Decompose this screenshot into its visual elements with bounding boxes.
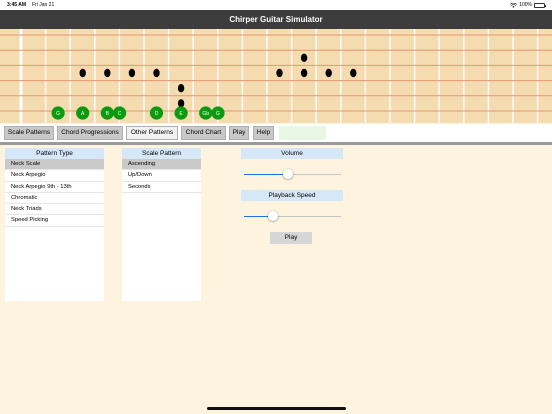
list-item[interactable]: Up/Down bbox=[122, 170, 201, 182]
home-indicator bbox=[207, 407, 346, 410]
list-item[interactable]: Neck Arpegio bbox=[5, 170, 104, 182]
help-button[interactable]: Help bbox=[253, 126, 274, 140]
app-title: Chirper Guitar Simulator bbox=[0, 10, 552, 29]
scale-pattern-panel: Scale Pattern Ascending Up/Down Seconds bbox=[122, 148, 201, 301]
note-circle bbox=[149, 106, 164, 120]
playback-speed-slider[interactable] bbox=[244, 211, 341, 221]
list-item[interactable]: Neck Arpegio 9th - 13th bbox=[5, 182, 104, 193]
note-circle bbox=[51, 106, 65, 120]
fretboard-wood bbox=[0, 29, 552, 123]
battery-percent: 100% bbox=[519, 2, 532, 8]
fret-dot bbox=[153, 68, 160, 78]
chord-progressions-button[interactable]: Chord Progressions bbox=[57, 126, 123, 140]
status-indicator bbox=[279, 126, 326, 140]
note-marker: B bbox=[100, 106, 114, 120]
note-marker: C bbox=[113, 106, 127, 120]
note-label: E bbox=[179, 111, 183, 117]
status-bar: 3:45 AM Fri Jan 21 100% bbox=[0, 0, 552, 10]
note-label: D bbox=[155, 111, 159, 117]
list-item[interactable]: Neck Triads bbox=[5, 204, 104, 216]
note-marker: G bbox=[51, 106, 65, 120]
list-item[interactable]: Neck Scale bbox=[5, 159, 104, 171]
status-right: 100% bbox=[510, 2, 546, 8]
divider bbox=[0, 142, 552, 145]
fret-lines bbox=[19, 29, 539, 123]
list-item[interactable]: Seconds bbox=[122, 182, 201, 193]
fret-dot bbox=[128, 68, 136, 78]
note-label: A bbox=[81, 111, 85, 117]
note-marker: Gb bbox=[199, 106, 213, 120]
pattern-type-panel: Pattern Type Neck Scale Neck Arpegio Nec… bbox=[5, 148, 104, 301]
play-button[interactable]: Play bbox=[270, 232, 312, 244]
note-circle bbox=[174, 106, 188, 120]
note-marker: E bbox=[174, 106, 188, 120]
status-time: 3:45 AM bbox=[7, 2, 26, 8]
pattern-type-list: Neck Scale Neck Arpegio Neck Arpegio 9th… bbox=[5, 159, 104, 227]
fret-dot bbox=[276, 68, 283, 78]
string-lines bbox=[0, 34, 552, 112]
list-item[interactable]: Ascending bbox=[122, 159, 201, 171]
fret-dot bbox=[325, 68, 332, 78]
note-label: C bbox=[118, 111, 122, 117]
speed-track bbox=[244, 215, 341, 217]
toolbar: Scale Patterns Chord Progressions Other … bbox=[0, 124, 552, 142]
note-marker: D bbox=[149, 106, 164, 120]
fretboard[interactable]: G A B C D E Gb G bbox=[0, 29, 552, 123]
volume-fill bbox=[244, 173, 288, 175]
list-item[interactable]: Chromatic bbox=[5, 193, 104, 205]
status-date: Fri Jan 21 bbox=[32, 2, 55, 8]
note-label: G bbox=[56, 111, 60, 117]
note-marker: G bbox=[211, 106, 225, 120]
speed-fill bbox=[244, 215, 274, 217]
volume-slider[interactable] bbox=[244, 169, 341, 179]
note-circle bbox=[76, 106, 90, 120]
scale-pattern-header: Scale Pattern bbox=[122, 148, 201, 159]
list-item[interactable]: Speed Picking bbox=[5, 215, 104, 227]
speed-thumb[interactable] bbox=[268, 211, 279, 221]
playback-speed-label: Playback Speed bbox=[241, 190, 343, 201]
battery-icon bbox=[534, 2, 546, 8]
note-label: B bbox=[106, 111, 110, 117]
fret-dot bbox=[177, 84, 185, 93]
volume-thumb[interactable] bbox=[282, 169, 293, 179]
note-circle bbox=[113, 106, 127, 120]
fret-dot bbox=[350, 68, 357, 78]
note-circle bbox=[199, 106, 213, 120]
other-patterns-button[interactable]: Other Patterns bbox=[126, 126, 178, 140]
note-label: G bbox=[216, 111, 220, 117]
scale-patterns-button[interactable]: Scale Patterns bbox=[4, 126, 54, 140]
wifi-icon bbox=[510, 2, 518, 8]
volume-label: Volume bbox=[241, 148, 343, 159]
fret-dot bbox=[300, 68, 308, 78]
note-circle bbox=[211, 106, 225, 120]
fret-dot bbox=[300, 53, 308, 62]
chord-chart-button[interactable]: Chord Chart bbox=[181, 126, 226, 140]
pattern-type-header: Pattern Type bbox=[5, 148, 104, 159]
scale-pattern-list: Ascending Up/Down Seconds bbox=[122, 159, 201, 193]
fret-dot bbox=[104, 68, 111, 78]
fret-dot bbox=[79, 68, 86, 78]
note-markers: G A B C D E Gb G bbox=[51, 106, 225, 120]
toolbar-play-button[interactable]: Play bbox=[229, 126, 249, 140]
note-circle bbox=[100, 106, 114, 120]
note-marker: A bbox=[76, 106, 90, 120]
fret-dots bbox=[79, 53, 357, 108]
fret-dot bbox=[177, 99, 185, 108]
note-label: Gb bbox=[202, 111, 209, 117]
